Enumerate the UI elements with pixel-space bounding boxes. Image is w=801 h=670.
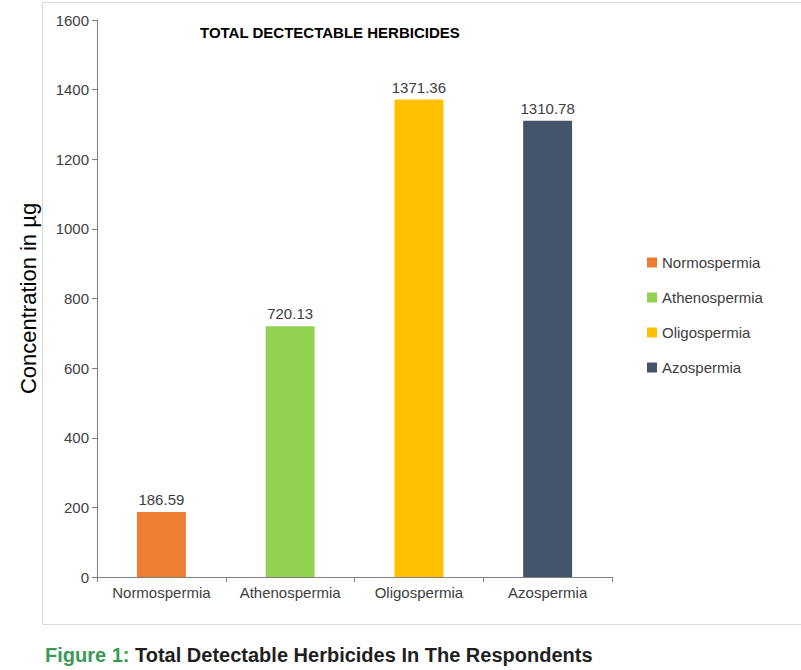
svg-text:Oligospermia: Oligospermia bbox=[375, 584, 464, 601]
svg-text:200: 200 bbox=[64, 499, 89, 516]
svg-text:Total Detectable Herbicides In: Total Detectable Herbicides In The Respo… bbox=[129, 644, 592, 666]
svg-text:0: 0 bbox=[81, 569, 89, 586]
svg-text:Normospermia: Normospermia bbox=[662, 254, 761, 271]
svg-text:1600: 1600 bbox=[56, 12, 89, 29]
svg-text:1400: 1400 bbox=[56, 81, 89, 98]
svg-text:720.13: 720.13 bbox=[267, 305, 313, 322]
svg-text:1310.78: 1310.78 bbox=[521, 100, 575, 117]
svg-text:800: 800 bbox=[64, 290, 89, 307]
svg-text:Athenospermia: Athenospermia bbox=[662, 289, 764, 306]
svg-text:Normospermia: Normospermia bbox=[112, 584, 211, 601]
svg-text:Oligospermia: Oligospermia bbox=[662, 324, 751, 341]
svg-text:Azospermia: Azospermia bbox=[508, 584, 588, 601]
svg-text:Concentration in µg: Concentration in µg bbox=[16, 203, 41, 394]
svg-text:400: 400 bbox=[64, 429, 89, 446]
svg-text:600: 600 bbox=[64, 360, 89, 377]
svg-text:1000: 1000 bbox=[56, 220, 89, 237]
svg-text:Figure 1:: Figure 1: bbox=[45, 644, 129, 666]
svg-text:TOTAL DECTECTABLE HERBICIDES: TOTAL DECTECTABLE HERBICIDES bbox=[200, 24, 460, 41]
svg-text:1200: 1200 bbox=[56, 151, 89, 168]
svg-text:186.59: 186.59 bbox=[138, 491, 184, 508]
svg-text:1371.36: 1371.36 bbox=[392, 79, 446, 96]
svg-text:Athenospermia: Athenospermia bbox=[240, 584, 342, 601]
svg-text:Azospermia: Azospermia bbox=[662, 359, 742, 376]
